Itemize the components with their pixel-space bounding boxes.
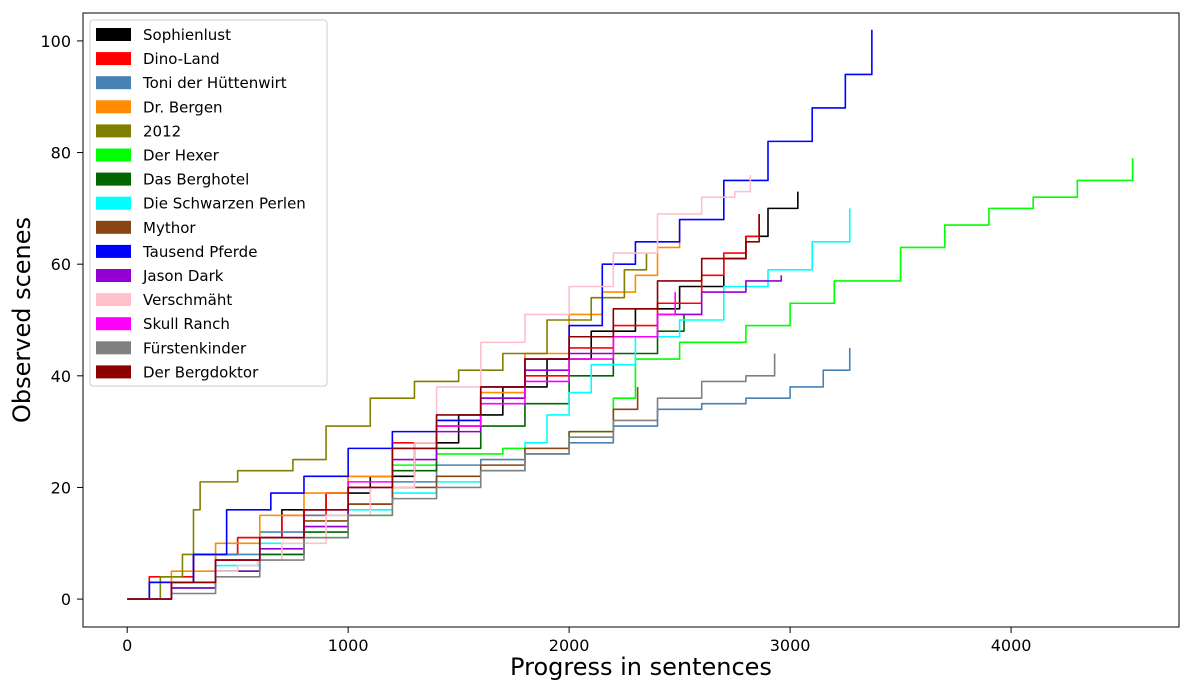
legend-box: [89, 19, 328, 387]
legend-swatch: [96, 76, 131, 90]
y-tick-label: 20: [51, 478, 71, 497]
legend-label: Toni der Hüttenwirt: [142, 74, 287, 92]
legend-swatch: [96, 293, 131, 307]
y-tick-label: 40: [51, 367, 71, 386]
legend-label: Dino-Land: [143, 50, 220, 68]
legend-label: Jason Dark: [142, 267, 224, 285]
legend-swatch: [96, 172, 131, 186]
series-layer: [127, 29, 1134, 600]
legend-swatch: [96, 52, 131, 66]
x-tick-label: 0: [122, 636, 132, 655]
legend-label: 2012: [143, 122, 181, 140]
plot-frame: [82, 12, 1180, 628]
legend-label: Die Schwarzen Perlen: [143, 195, 306, 213]
legend-label: Verschmäht: [143, 291, 232, 309]
legend-label: Mythor: [143, 219, 196, 237]
y-tick-label: 100: [40, 32, 71, 51]
legend-swatch: [96, 148, 131, 162]
y-tick-label: 80: [51, 144, 71, 163]
legend-swatch: [96, 341, 131, 355]
legend-label: Das Berghotel: [143, 171, 249, 189]
series-line-13: [127, 353, 776, 600]
series-line-14: [127, 213, 760, 600]
legend-label: Tausend Pferde: [142, 243, 257, 261]
legend-swatch: [96, 317, 131, 331]
y-axis-label: Observed scenes: [8, 217, 36, 423]
y-tick-label: 0: [61, 590, 71, 609]
legend-swatch: [96, 244, 131, 258]
y-tick-label: 60: [51, 255, 71, 274]
legend-swatch: [96, 124, 131, 138]
legend-label: Dr. Bergen: [143, 98, 223, 116]
y-axis: 0 20 40 60 80 100: [40, 32, 83, 609]
legend-label: Fürstenkinder: [143, 339, 247, 357]
legend-label: Skull Ranch: [143, 315, 230, 333]
legend-label: Der Bergdoktor: [143, 363, 259, 381]
x-tick-label: 4000: [991, 636, 1032, 655]
x-tick-label: 3000: [770, 636, 811, 655]
legend-label: Sophienlust: [143, 26, 231, 44]
legend: Sophienlust Dino-Land Toni der Hüttenwirt D…: [89, 19, 328, 387]
legend-swatch: [96, 100, 131, 114]
legend-swatch: [96, 220, 131, 234]
x-axis-label: Progress in sentences: [510, 653, 772, 680]
x-tick-label: 1000: [328, 636, 369, 655]
legend-swatch: [96, 196, 131, 210]
legend-label: Der Hexer: [143, 147, 220, 165]
x-tick-label: 2000: [549, 636, 590, 655]
legend-swatch: [96, 269, 131, 282]
x-axis: 0 1000 2000 3000 4000: [122, 627, 1031, 655]
series-line-8: [127, 386, 639, 600]
legend-swatch: [96, 28, 131, 41]
legend-swatch: [96, 365, 131, 379]
